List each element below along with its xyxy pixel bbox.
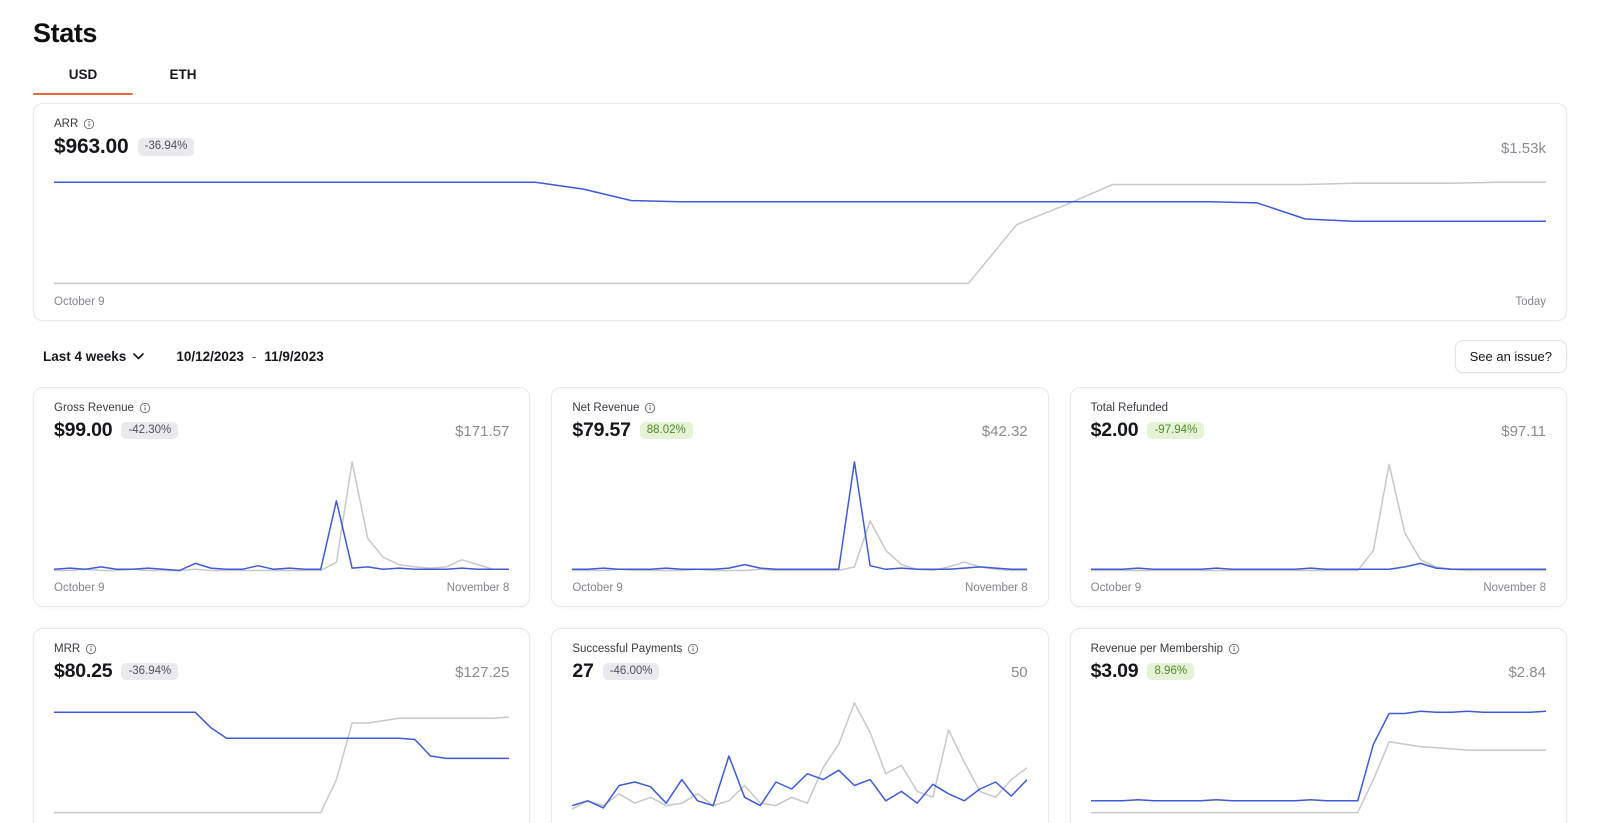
stat-value: 27: [572, 660, 594, 682]
stat-value: $2.00: [1090, 419, 1139, 441]
stat-chart[interactable]: [1090, 695, 1546, 817]
info-icon[interactable]: [85, 643, 97, 655]
axis-label-left: October 9: [54, 296, 105, 308]
date-range-dropdown-label: Last 4 weeks: [43, 348, 127, 364]
stat-card-revenue-per-membership: Revenue per Membership $3.09 8.96% $2.84…: [1069, 628, 1567, 823]
stat-value: $3.09: [1090, 660, 1139, 682]
stat-card-total-refunded: Total Refunded $2.00 -97.94% $97.11 Octo…: [1069, 387, 1567, 607]
stat-chart[interactable]: [54, 454, 509, 576]
stat-change-badge: -97.94%: [1147, 421, 1205, 440]
stat-compare-value: 50: [1010, 664, 1028, 681]
date-separator: -: [251, 348, 257, 364]
stat-label: MRR: [54, 643, 81, 655]
arr-axis-row: October 9 Today: [54, 296, 1546, 308]
see-an-issue-button[interactable]: See an issue?: [1454, 339, 1567, 373]
stat-label: Gross Revenue: [54, 402, 134, 414]
stat-card-gross-revenue: Gross Revenue $99.00 -42.30% $171.57 Oct…: [33, 387, 531, 607]
stat-chart[interactable]: [572, 454, 1028, 576]
stat-change-badge: 88.02%: [639, 421, 693, 440]
stat-label: Total Refunded: [1090, 402, 1169, 414]
axis-label-right: November 8: [446, 582, 510, 594]
tab-eth-label: ETH: [169, 67, 197, 82]
stat-card-successful-payments: Successful Payments 27 -46.00% 50 Octobe…: [551, 628, 1049, 823]
tab-usd[interactable]: USD: [33, 59, 133, 95]
stat-change-badge: -36.94%: [121, 662, 179, 681]
stat-compare-value: $2.84: [1508, 664, 1546, 681]
stat-change-badge: 8.96%: [1147, 662, 1195, 681]
stat-change-badge: -46.00%: [602, 662, 660, 681]
date-range-dropdown[interactable]: Last 4 weeks: [43, 348, 145, 364]
stat-chart[interactable]: [54, 695, 509, 817]
stat-chart[interactable]: [1090, 454, 1546, 576]
axis-label-left: October 9: [54, 582, 105, 594]
stat-compare-value: $171.57: [455, 423, 510, 440]
info-icon[interactable]: [139, 402, 151, 414]
stat-value: $79.57: [572, 419, 631, 441]
stat-label: Revenue per Membership: [1090, 643, 1223, 655]
info-icon[interactable]: [644, 402, 656, 414]
stat-compare-value: $127.25: [455, 664, 510, 681]
arr-chart[interactable]: [54, 171, 1546, 290]
stat-change-badge: -42.30%: [121, 421, 179, 440]
stat-card-net-revenue: Net Revenue $79.57 88.02% $42.32 October…: [551, 387, 1049, 607]
stat-label: Successful Payments: [572, 643, 683, 655]
axis-label-right: Today: [1515, 296, 1546, 308]
info-icon[interactable]: [1228, 643, 1240, 655]
info-icon[interactable]: [687, 643, 699, 655]
stat-value: $80.25: [54, 660, 113, 682]
arr-card-header: ARR $963.00 -36.94% $1.53k: [54, 118, 1546, 159]
chevron-down-icon: [133, 352, 145, 360]
tab-eth[interactable]: ETH: [133, 59, 233, 95]
stat-card-mrr: MRR $80.25 -36.94% $127.25 October 9 Nov…: [33, 628, 531, 823]
axis-label-right: November 8: [1483, 582, 1546, 594]
arr-change-badge: -36.94%: [137, 138, 195, 156]
page-title: Stats: [33, 18, 98, 48]
arr-compare-value: $1.53k: [1500, 140, 1546, 157]
filter-row: Last 4 weeks 10/12/2023 - 11/9/2023 See …: [33, 339, 1567, 373]
stat-label: Net Revenue: [572, 402, 640, 414]
info-icon[interactable]: [83, 118, 95, 130]
stat-compare-value: $42.32: [981, 423, 1028, 440]
stat-cards-grid: Gross Revenue $99.00 -42.30% $171.57 Oct…: [33, 387, 1567, 823]
date-end: 11/9/2023: [264, 348, 324, 364]
arr-label: ARR: [54, 118, 79, 130]
arr-card: ARR $963.00 -36.94% $1.53k October 9 Tod…: [33, 103, 1567, 321]
date-start: 10/12/2023: [176, 348, 244, 364]
tab-usd-label: USD: [68, 67, 98, 82]
axis-label-left: October 9: [572, 582, 623, 594]
axis-label-left: October 9: [1090, 582, 1142, 594]
currency-tabs: USD ETH: [33, 59, 1567, 95]
stat-value: $99.00: [54, 419, 113, 441]
axis-label-right: November 8: [965, 582, 1028, 594]
stat-chart[interactable]: [572, 695, 1028, 817]
date-range-text: 10/12/2023 - 11/9/2023: [176, 349, 323, 364]
arr-value: $963.00: [54, 135, 129, 158]
stat-compare-value: $97.11: [1501, 423, 1546, 440]
